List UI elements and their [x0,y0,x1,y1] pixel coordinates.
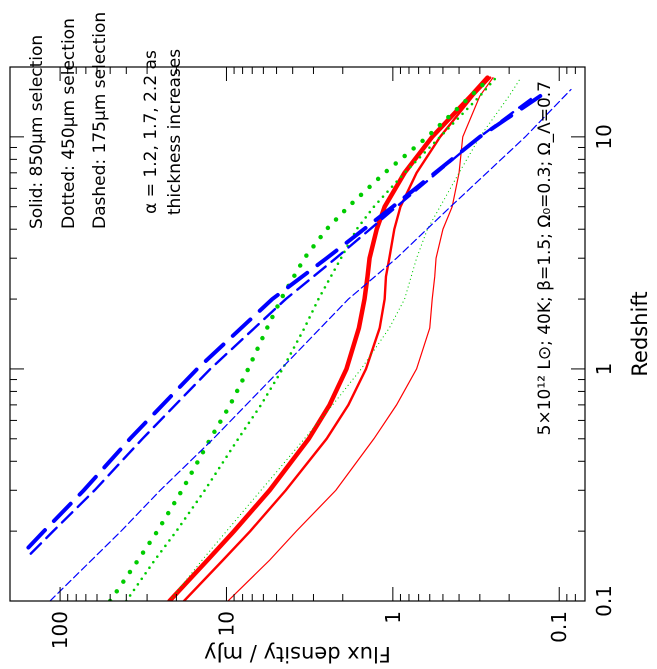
y-tick-label: 0.1 [547,611,571,643]
x-tick-label: 10 [592,124,616,149]
annotation-alpha-line2: thickness increases [165,49,185,215]
series-450um-alpha-2-2 [107,75,493,601]
x-tick-label: 0.1 [592,585,616,617]
y-tick-label: 1 [381,611,405,624]
annotation-dotted: Dotted: 450µm selection [59,18,79,229]
annotation-solid: Solid: 850µm selection [27,35,47,229]
x-tick-label: 1 [592,363,616,376]
series-175um-alpha-1-2 [49,88,572,601]
series-175um-alpha-2-2 [26,93,543,550]
rotated-plot: 0.1 1 10 0.1 1 10 100 Redshift Flux density / … [9,12,652,666]
annotation-dashed: Dashed: 175µm selection [90,12,110,229]
tick-labels-layer: 0.1 1 10 0.1 1 10 100 [48,124,616,649]
annotations: Solid: 850µm selection Dotted: 450µm sel… [27,12,555,436]
series-850um-alpha-1-7 [182,76,492,601]
annotation-alpha-line1: α = 1.2, 1.7, 2.2 as [141,50,161,214]
ticks-layer [9,66,586,602]
annotation-model-parameters: 5×10¹² L⊙; 40K; β=1.5; Ω₀=0.3; Ω_Λ=0.7 [535,81,555,435]
series-850um-alpha-2-2 [167,75,490,601]
y-axis-label: Flux density / mJy [204,642,391,666]
curves-layer [26,75,572,601]
y-tick-label: 100 [48,611,72,649]
series-850um-alpha-1-2 [227,77,494,601]
x-axis-label: Redshift [628,291,652,376]
y-tick-label: 10 [214,611,238,636]
plot-frame [9,66,586,602]
